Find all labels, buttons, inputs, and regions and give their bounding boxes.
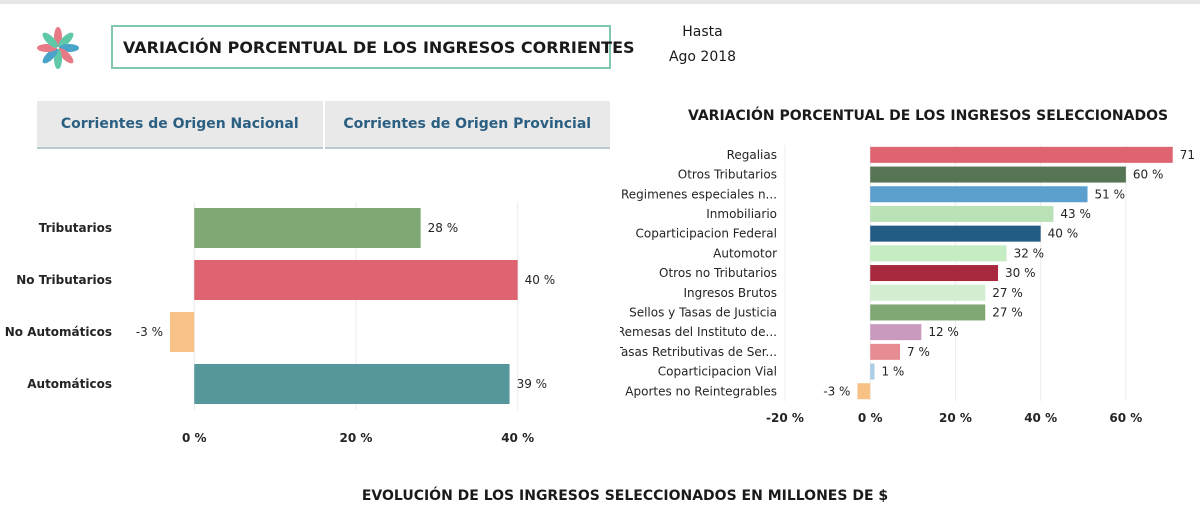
x-tick-label: 40 % xyxy=(1024,411,1057,425)
bar xyxy=(870,186,1088,203)
bar xyxy=(870,324,922,341)
data-label: 12 % xyxy=(928,325,959,339)
hasta-value: Ago 2018 xyxy=(668,49,737,65)
bar xyxy=(870,304,986,321)
category-label: Ingresos Brutos xyxy=(683,286,777,300)
ingresos-seleccionados-chart: VARIACIÓN PORCENTUAL DE LOS INGRESOS SEL… xyxy=(620,106,1195,425)
data-label: 40 % xyxy=(525,273,556,287)
category-label: Otros Tributarios xyxy=(678,168,777,182)
category-label: Aportes no Reintegrables xyxy=(625,384,777,398)
bar xyxy=(870,343,901,360)
category-label: Regalias xyxy=(727,148,777,162)
data-label: 28 % xyxy=(428,221,459,235)
x-tick-label: 60 % xyxy=(1109,411,1142,425)
category-label: Regimenes especiales n... xyxy=(621,187,777,201)
data-label: 1 % xyxy=(881,365,904,379)
data-label: 40 % xyxy=(1048,227,1079,241)
origin-tabs: Corrientes de Origen Nacional Corrientes… xyxy=(37,101,610,149)
bar xyxy=(857,383,871,400)
evolucion-title: EVOLUCIÓN DE LOS INGRESOS SELECCIONADOS … xyxy=(361,488,889,504)
tab-provincial[interactable]: Corrientes de Origen Provincial xyxy=(324,101,610,149)
page-title: VARIACIÓN PORCENTUAL DE LOS INGRESOS COR… xyxy=(111,25,635,69)
category-label: Otros no Tributarios xyxy=(659,266,777,280)
data-label: 32 % xyxy=(1014,246,1045,260)
bar xyxy=(170,312,195,352)
bar xyxy=(194,364,510,404)
bar xyxy=(870,245,1007,262)
data-label: 7 % xyxy=(907,345,930,359)
category-label: Remesas del Instituto de... xyxy=(620,325,777,339)
category-label: Coparticipacion Vial xyxy=(658,365,777,379)
data-label: 27 % xyxy=(992,305,1023,319)
category-label: Inmobiliario xyxy=(706,207,777,221)
bar xyxy=(870,363,875,380)
x-tick-label: 20 % xyxy=(939,411,972,425)
data-label: 39 % xyxy=(517,377,548,391)
category-label: Sellos y Tasas de Justicia xyxy=(629,305,777,319)
hasta-label: Hasta xyxy=(682,24,723,40)
category-label: Automotor xyxy=(713,246,777,260)
category-label: Coparticipacion Federal xyxy=(635,227,777,241)
bar xyxy=(870,205,1054,222)
x-tick-label: 40 % xyxy=(501,431,534,445)
category-label: Automáticos xyxy=(27,377,112,391)
data-label: 60 % xyxy=(1133,168,1164,182)
data-label: -3 % xyxy=(823,384,850,398)
category-label: Tributarios xyxy=(39,221,112,235)
category-label: No Automáticos xyxy=(5,325,112,339)
category-label: Tasas Retributivas de Ser... xyxy=(620,345,777,359)
logo-icon xyxy=(37,27,79,69)
tab-nacional[interactable]: Corrientes de Origen Nacional xyxy=(37,101,323,149)
bar xyxy=(870,265,999,282)
x-tick-label: 0 % xyxy=(182,431,207,445)
bar xyxy=(870,146,1173,163)
top-border xyxy=(0,0,1200,4)
bar xyxy=(870,166,1126,183)
data-label: 71 xyxy=(1180,148,1195,162)
chart-title: VARIACIÓN PORCENTUAL DE LOS INGRESOS SEL… xyxy=(688,106,1168,124)
data-label: 43 % xyxy=(1060,207,1091,221)
bar xyxy=(194,208,421,248)
data-label: -3 % xyxy=(136,325,163,339)
x-tick-label: 20 % xyxy=(340,431,373,445)
data-label: 51 % xyxy=(1095,187,1126,201)
bar xyxy=(870,284,986,301)
x-tick-label: -20 % xyxy=(766,411,804,425)
bar xyxy=(194,260,518,300)
category-label: No Tributarios xyxy=(16,273,112,287)
data-label: 27 % xyxy=(992,286,1023,300)
ingresos-corrientes-chart: 0 % 20 % 40 % Tributarios 28 % No Tributarios… xyxy=(5,202,556,445)
date-filter[interactable]: Hasta Ago 2018 xyxy=(640,20,765,70)
data-label: 30 % xyxy=(1005,266,1036,280)
bar xyxy=(870,225,1041,242)
x-tick-label: 0 % xyxy=(858,411,883,425)
